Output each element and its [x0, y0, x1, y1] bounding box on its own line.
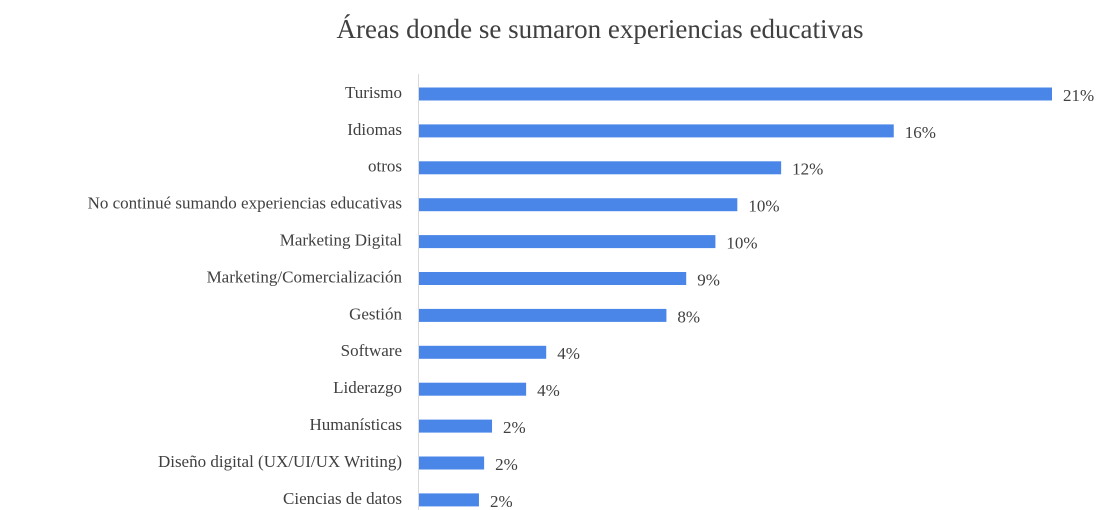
category-label: otros [368, 157, 402, 176]
bar [419, 493, 479, 507]
data-label: 2% [495, 455, 518, 474]
data-label: 4% [557, 344, 580, 363]
bar [419, 456, 485, 470]
data-label: 10% [748, 197, 779, 216]
bar [419, 345, 547, 359]
data-label: 12% [792, 160, 823, 179]
data-label: 4% [537, 381, 560, 400]
category-label: Ciencias de datos [283, 489, 402, 508]
category-label: Marketing Digital [280, 231, 403, 250]
bar [419, 272, 687, 285]
bar [419, 419, 493, 433]
category-label: Turismo [345, 83, 402, 102]
category-label: Gestión [349, 304, 402, 323]
bar [419, 87, 1052, 101]
category-label: Marketing/Comercialización [207, 267, 403, 286]
data-label: 9% [697, 270, 720, 289]
data-label: 10% [726, 234, 757, 253]
data-label: 2% [490, 492, 513, 510]
category-label: Liderazgo [333, 378, 402, 397]
bar [419, 382, 527, 396]
category-label: Software [341, 341, 402, 360]
category-label: Humanísticas [309, 415, 402, 434]
bar [419, 235, 716, 249]
data-label: 21% [1063, 86, 1094, 105]
category-label: Diseño digital (UX/UI/UX Writing) [158, 452, 402, 471]
bar [419, 198, 738, 212]
bar [419, 308, 667, 322]
category-label: Idiomas [347, 120, 402, 139]
category-label: No continué sumando experiencias educati… [88, 194, 402, 213]
data-label: 2% [503, 418, 526, 437]
chart-title: Áreas donde se sumaron experiencias educ… [336, 14, 863, 44]
data-label: 16% [905, 123, 936, 142]
bar [419, 124, 894, 138]
data-label: 8% [677, 307, 700, 326]
bar [419, 161, 782, 175]
